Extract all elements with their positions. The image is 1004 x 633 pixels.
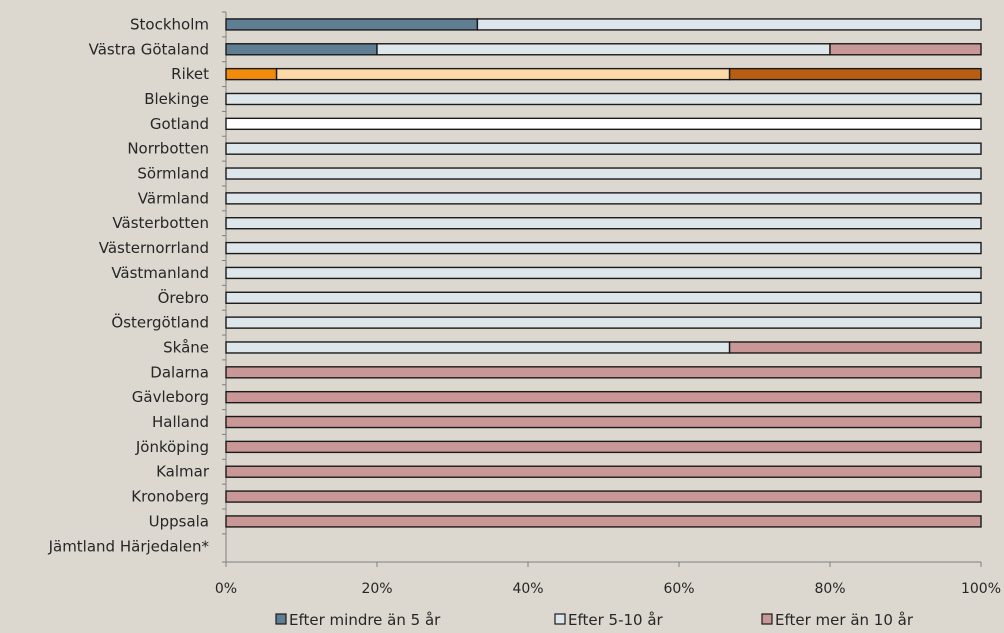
category-label-kalmar: Kalmar bbox=[156, 463, 210, 481]
bar-stockholm-efter-mindre-an-5-ar bbox=[225, 18, 479, 31]
category-label-vasterbotten: Västerbotten bbox=[112, 214, 209, 232]
legend-swatch-efter-mindre-an-5-ar bbox=[275, 613, 287, 625]
category-label-gotland: Gotland bbox=[150, 115, 209, 133]
category-label-vastra-gotaland: Västra Götaland bbox=[89, 40, 209, 58]
x-tick-label: 60% bbox=[663, 581, 694, 597]
bar-gavleborg-efter-mer-an-10-ar bbox=[225, 390, 982, 404]
bar-vasterbotten-efter-5-10-ar bbox=[225, 217, 982, 230]
category-label-vasternorrland: Västernorrland bbox=[99, 239, 209, 257]
bar-vastra-gotaland-efter-5-10-ar bbox=[376, 43, 831, 56]
bar-jonkoping-efter-mer-an-10-ar bbox=[225, 440, 982, 454]
category-label-varmland: Värmland bbox=[138, 189, 209, 207]
category-label-norrbotten: Norrbotten bbox=[127, 140, 209, 158]
category-label-blekinge: Blekinge bbox=[144, 90, 209, 108]
category-label-kronoberg: Kronoberg bbox=[131, 488, 209, 506]
bar-vastra-gotaland-efter-mindre-an-5-ar bbox=[225, 43, 378, 56]
category-label-riket: Riket bbox=[171, 65, 209, 83]
category-label-ostergotland: Östergötland bbox=[111, 313, 209, 332]
bar-uppsala-efter-mer-an-10-ar bbox=[225, 515, 982, 528]
x-tick-label: 100% bbox=[961, 581, 1001, 597]
category-label-jonkoping: Jönköping bbox=[135, 438, 209, 456]
x-tick-label: 80% bbox=[814, 581, 845, 597]
bar-orebro-efter-5-10-ar bbox=[225, 291, 982, 304]
bar-skane-efter-5-10-ar bbox=[225, 341, 731, 354]
bar-ostergotland-efter-5-10-ar bbox=[225, 316, 982, 329]
bar-riket-efter-5-10-ar bbox=[275, 67, 731, 81]
category-label-uppsala: Uppsala bbox=[149, 512, 209, 530]
bar-norrbotten-efter-5-10-ar bbox=[225, 142, 982, 155]
bar-stockholm-efter-5-10-ar bbox=[476, 18, 982, 31]
bar-vastmanland-efter-5-10-ar bbox=[225, 266, 982, 280]
bar-vasternorrland-efter-5-10-ar bbox=[225, 241, 982, 255]
bar-skane-efter-mer-an-10-ar bbox=[728, 341, 982, 354]
legend-label-efter-mer-an-10-ar: Efter mer än 10 år bbox=[775, 611, 914, 629]
category-label-dalarna: Dalarna bbox=[150, 363, 209, 381]
category-label-vastmanland: Västmanland bbox=[111, 264, 209, 282]
category-label-stockholm: Stockholm bbox=[130, 15, 209, 33]
legend-label-efter-5-10-ar: Efter 5-10 år bbox=[568, 611, 664, 629]
bar-kronoberg-efter-mer-an-10-ar bbox=[225, 490, 982, 503]
category-label-skane: Skåne bbox=[163, 338, 209, 356]
bar-dalarna-efter-mer-an-10-ar bbox=[225, 366, 982, 379]
bar-riket-efter-mer-an-10-ar bbox=[728, 67, 982, 81]
bar-kalmar-efter-mer-an-10-ar bbox=[225, 465, 982, 478]
legend-swatch-efter-5-10-ar bbox=[554, 613, 566, 625]
category-label-sormland: Sörmland bbox=[137, 165, 209, 183]
x-tick-label: 20% bbox=[361, 581, 392, 597]
bar-halland-efter-mer-an-10-ar bbox=[225, 415, 982, 429]
bar-gotland-efter-5-10-ar bbox=[225, 117, 982, 131]
category-label-gavleborg: Gävleborg bbox=[132, 388, 209, 406]
x-tick-label: 40% bbox=[512, 581, 543, 597]
category-label-orebro: Örebro bbox=[158, 288, 209, 307]
bar-varmland-efter-5-10-ar bbox=[225, 192, 982, 205]
legend-swatch-efter-mer-an-10-ar bbox=[761, 613, 773, 625]
legend-label-efter-mindre-an-5-ar: Efter mindre än 5 år bbox=[289, 611, 441, 629]
category-label-halland: Halland bbox=[152, 413, 209, 431]
category-label-jamtland-harjedalen: Jämtland Härjedalen* bbox=[48, 537, 210, 555]
bar-vastra-gotaland-efter-mer-an-10-ar bbox=[829, 43, 982, 56]
bar-sormland-efter-5-10-ar bbox=[225, 167, 982, 180]
bar-blekinge-efter-5-10-ar bbox=[225, 92, 982, 106]
x-tick-label: 0% bbox=[215, 581, 237, 597]
bar-riket-efter-mindre-an-5-ar bbox=[225, 67, 278, 81]
